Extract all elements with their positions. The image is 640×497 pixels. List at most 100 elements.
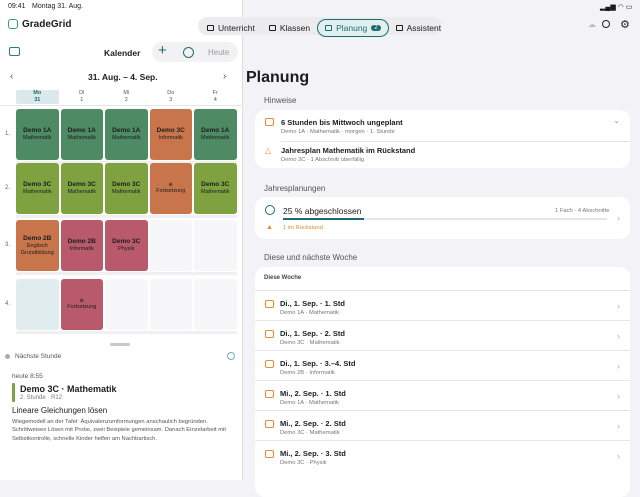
cloud-icon: ☁ <box>588 20 596 29</box>
cell-class: Demo 1A <box>112 127 141 134</box>
status-icons: ▂▄▆ ◠ ▭ <box>600 4 633 11</box>
tab[interactable]: Klassen <box>262 20 317 36</box>
lesson-cell[interactable]: Demo 1A Mathematik <box>194 109 237 160</box>
today-button[interactable]: Heute <box>208 48 230 57</box>
section-title: Jahresplanungen <box>264 184 326 193</box>
tab[interactable]: Assistent <box>389 20 449 36</box>
prev-week[interactable]: ‹ <box>10 71 14 82</box>
tab-icon <box>395 25 403 31</box>
next-week[interactable]: › <box>223 71 227 82</box>
add-button[interactable]: + <box>158 42 167 59</box>
day-number: 4 <box>213 97 217 103</box>
week-label: Diese Woche <box>264 275 302 281</box>
cell-icon: ⊕ <box>168 181 173 188</box>
cell-class: Demo 3C <box>156 127 185 134</box>
day-number: 31 <box>34 97 41 103</box>
tab-label: Planung <box>336 23 368 33</box>
cell-class: Demo 3C <box>23 181 52 188</box>
divider <box>281 141 630 142</box>
cell-class: Demo 2B <box>23 234 52 242</box>
year-card[interactable]: 25 % abgeschlossen 1 Fach · 4 Abschnitte… <box>255 197 630 239</box>
empty-cell[interactable] <box>194 279 237 330</box>
next-action[interactable] <box>227 352 235 360</box>
lesson-cell[interactable]: Demo 3C Mathematik <box>60 163 103 214</box>
day-header: Mi 2 <box>105 90 148 104</box>
expand-chevron[interactable]: ⌄ <box>613 116 620 125</box>
section-title: Hinweise <box>264 96 297 105</box>
tab-icon <box>207 25 214 31</box>
tab-label: Klassen <box>279 23 311 33</box>
lesson-cell[interactable]: Demo 1A Mathematik <box>60 109 103 160</box>
tab[interactable]: Unterricht <box>200 20 262 36</box>
row-title: Di., 1. Sep. · 2. Std <box>280 329 346 338</box>
lesson-row[interactable]: Mi., 2. Sep. · 3. Std Demo 3C · Physik › <box>255 440 630 470</box>
empty-cell[interactable] <box>16 279 59 330</box>
hint-title: 6 Stunden bis Mittwoch ungeplant <box>281 118 403 127</box>
empty-cell[interactable] <box>105 279 148 330</box>
lesson-row[interactable]: Mi., 2. Sep. · 2. Std Demo 3C · Mathemati… <box>255 410 630 440</box>
lesson-cell[interactable]: Demo 3C Physik <box>105 220 148 271</box>
more-button[interactable] <box>183 47 194 58</box>
lesson-cell[interactable]: ⊕ Fortsetzung <box>149 163 192 214</box>
warn-icon: △ <box>265 146 272 155</box>
chevron: › <box>617 421 620 431</box>
cell-subject: Mathematik <box>201 135 230 142</box>
settings-button[interactable]: ⚙ <box>620 19 630 31</box>
sidebar-toggle[interactable] <box>9 47 20 56</box>
row-separator <box>16 272 237 275</box>
cell-subject: Fortsetzung <box>156 188 186 195</box>
lesson-cell[interactable]: ⊕ Fortsetzung <box>60 279 103 330</box>
tab-label: Unterricht <box>218 23 255 33</box>
cell-class: Demo 2B <box>67 238 96 245</box>
empty-cell[interactable] <box>149 220 192 271</box>
chevron: › <box>617 331 620 341</box>
lesson-cell[interactable]: Demo 3C Mathematik <box>16 163 59 214</box>
lesson-cell[interactable]: Demo 2B Englisch Grundbildung <box>16 220 59 271</box>
period-label: 1. <box>5 130 11 137</box>
cell-subject: Mathematik <box>67 189 96 196</box>
page-title: Planung <box>246 69 310 86</box>
row-sub: Demo 3C · Physik <box>280 460 327 466</box>
hint-sub: Demo 3C · 1 Abschnitt überfällig <box>281 157 365 163</box>
lesson-cell[interactable]: Demo 2B Informatik <box>60 220 103 271</box>
day-header: Fr 4 <box>194 90 237 104</box>
lesson-cell[interactable]: Demo 3C Mathematik <box>194 163 237 214</box>
row-sub: Demo 1A · Mathematik <box>280 400 339 406</box>
search-button[interactable] <box>602 20 610 28</box>
lesson-cell[interactable]: Demo 1A Mathematik <box>16 109 59 160</box>
lesson-cell[interactable]: Demo 1A Mathematik <box>105 109 148 160</box>
header-line <box>0 105 243 106</box>
next-icon <box>5 354 10 359</box>
cell-subject: Mathematik <box>112 135 141 142</box>
lesson-row[interactable]: Mi., 2. Sep. · 1. Std Demo 1A · Mathemati… <box>255 380 630 410</box>
row-separator <box>16 161 237 164</box>
calendar-icon <box>265 330 274 338</box>
resize-handle[interactable] <box>110 343 130 346</box>
row-title: Di., 1. Sep. · 1. Std <box>280 299 346 308</box>
tab[interactable]: Planung 2 <box>317 19 389 37</box>
calendar-icon <box>265 420 274 428</box>
status-date: Montag 31. Aug. <box>32 3 83 10</box>
day-header: Di 1 <box>61 90 104 104</box>
day-name: Mi <box>123 90 130 96</box>
cell-class: Demo 3C <box>112 181 141 188</box>
lesson-cell[interactable]: Demo 3C Mathematik <box>105 163 148 214</box>
day-number: 2 <box>124 97 128 103</box>
lesson-row[interactable]: Di., 1. Sep. · 1. Std Demo 1A · Mathemati… <box>255 290 630 320</box>
empty-cell[interactable] <box>194 220 237 271</box>
tab-icon <box>325 25 333 31</box>
lesson-row[interactable]: Di., 1. Sep. · 3.–4. Std Demo 2B · Inform… <box>255 350 630 380</box>
lesson-cell[interactable]: Demo 3C Informatik <box>149 109 192 160</box>
year-meta: 1 Fach · 4 Abschnitte <box>555 208 610 214</box>
calendar-icon <box>265 118 274 126</box>
week-range: 31. Aug. – 4. Sep. <box>88 72 158 82</box>
empty-cell[interactable] <box>149 279 192 330</box>
progress-bar <box>283 218 364 220</box>
next-title: Nächste Stunde <box>15 353 62 360</box>
status-time: 09:41 <box>8 3 26 10</box>
lesson-row[interactable]: Di., 1. Sep. · 2. Std Demo 3C · Mathemati… <box>255 320 630 350</box>
cell-class: Demo 3C <box>67 181 96 188</box>
cell-subject: Mathematik <box>112 189 141 196</box>
row-sub: Demo 1A · Mathematik <box>280 310 339 316</box>
